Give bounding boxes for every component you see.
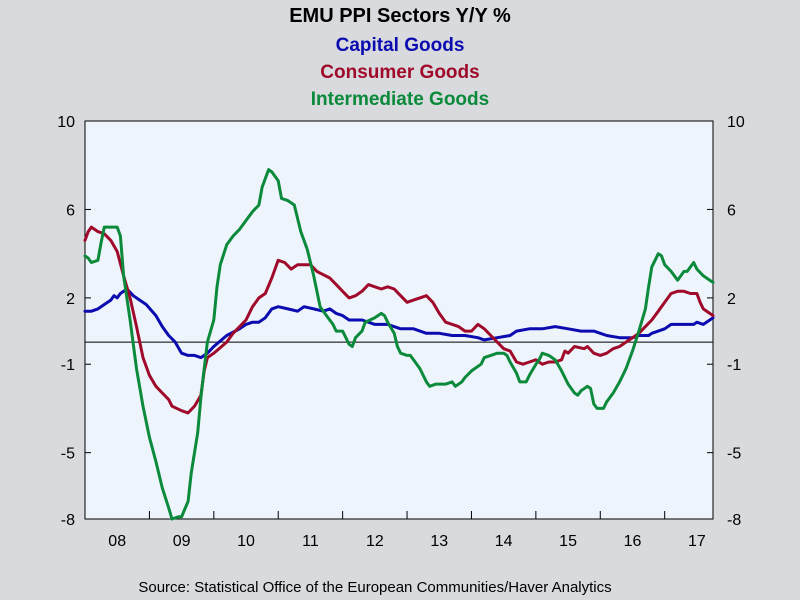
y-tick-label-right: 2 xyxy=(727,291,736,308)
x-tick-label: 17 xyxy=(688,533,706,550)
x-tick-label: 13 xyxy=(430,533,448,550)
x-tick-label: 09 xyxy=(173,533,191,550)
x-tick-label: 16 xyxy=(624,533,642,550)
series-line-consumer-goods xyxy=(83,225,715,415)
legend: Capital Goods Consumer Goods Intermediate … xyxy=(311,35,489,110)
y-tick-label-left: 10 xyxy=(57,114,75,131)
chart-title: EMU PPI Sectors Y/Y % xyxy=(289,5,511,27)
series-line-capital-goods xyxy=(83,287,715,360)
y-tick-label-left: -5 xyxy=(61,446,75,463)
y-tick-label-right: -5 xyxy=(727,446,741,463)
y-tick-label-right: 6 xyxy=(727,202,736,219)
y-tick-label-right: 10 xyxy=(727,114,745,131)
y-tick-label-right: -8 xyxy=(727,512,741,529)
y-tick-label-left: 6 xyxy=(66,202,75,219)
x-tick-label: 10 xyxy=(237,533,255,550)
x-tick-label: 12 xyxy=(366,533,384,550)
y-tick-label-right: -1 xyxy=(727,357,741,374)
series-line-intermediate-goods xyxy=(83,168,715,521)
x-tick-label: 15 xyxy=(559,533,577,550)
y-tick-label-left: 2 xyxy=(66,291,75,308)
plot-area xyxy=(84,120,714,520)
series-layer xyxy=(83,168,715,521)
y-tick-label-left: -1 xyxy=(61,357,75,374)
source-note: Source: Statistical Office of the Europe… xyxy=(138,579,611,596)
axes: 10 10 6 6 2 2 -1 -1 -5 -5 -8 -8 08 09 10 11 12 13 14 15 16 17 xyxy=(57,114,745,550)
legend-item-intermediate-goods: Intermediate Goods xyxy=(311,89,489,110)
x-tick-label: 11 xyxy=(302,533,319,550)
y-tick-label-left: -8 xyxy=(61,512,75,529)
x-tick-label: 08 xyxy=(108,533,126,550)
x-tick-label: 14 xyxy=(495,533,513,550)
legend-item-capital-goods: Capital Goods xyxy=(336,35,465,56)
legend-item-consumer-goods: Consumer Goods xyxy=(320,62,479,83)
